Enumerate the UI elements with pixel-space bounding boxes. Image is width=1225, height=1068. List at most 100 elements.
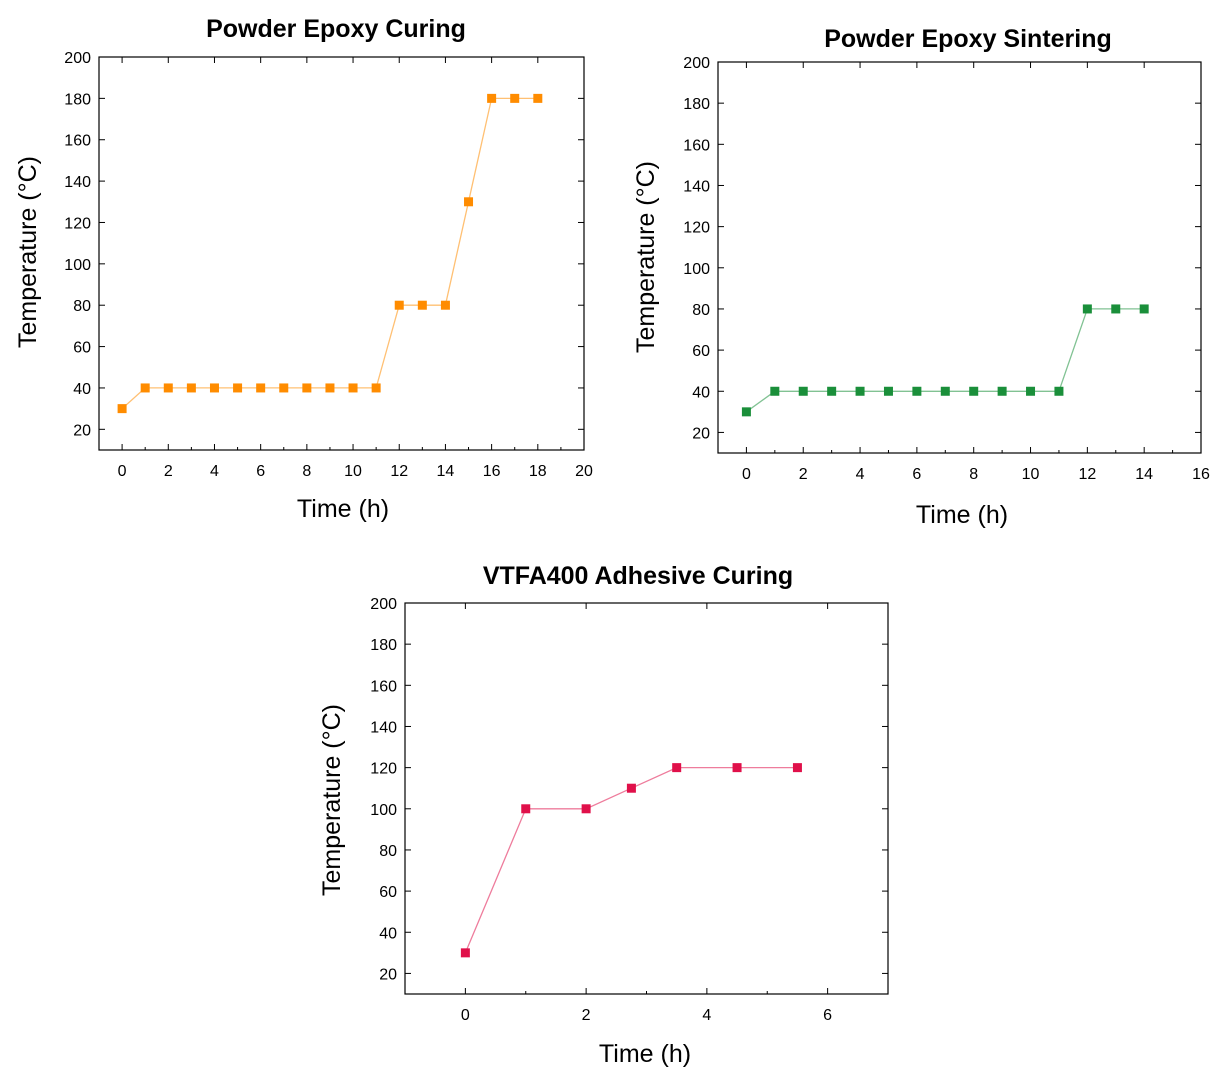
series-line: [121, 97, 538, 410]
y-tick-label: 60: [73, 340, 91, 357]
chart-title: Powder Epoxy Curing: [206, 15, 466, 43]
y-axis-label: Temperature (°C): [318, 704, 346, 896]
chart-powder-epoxy-sintering: Powder Epoxy Sintering Time (h) Temperat…: [632, 25, 1210, 529]
x-tick-label: 6: [256, 463, 265, 480]
data-point: [371, 383, 381, 393]
data-point: [348, 383, 358, 393]
y-tick-label: 20: [379, 966, 397, 983]
data-point: [256, 383, 266, 393]
x-tick-label: 20: [575, 463, 593, 480]
data-point: [460, 948, 470, 958]
x-tick-label: 14: [437, 463, 455, 480]
y-tick-label: 100: [370, 802, 397, 819]
x-tick-label: 12: [1078, 466, 1096, 483]
data-point: [1054, 386, 1064, 396]
y-tick-label: 80: [73, 298, 91, 315]
data-point: [117, 404, 127, 414]
x-tick-label: 10: [344, 463, 362, 480]
plot-frame: [717, 61, 1202, 454]
data-point: [464, 197, 474, 207]
x-tick-label: 4: [702, 1007, 711, 1024]
data-point: [1082, 304, 1092, 314]
data-point: [440, 300, 450, 310]
chart-title: VTFA400 Adhesive Curing: [483, 562, 793, 590]
data-point: [626, 783, 636, 793]
plot-frame: [98, 56, 585, 451]
y-tick-label: 80: [692, 302, 710, 319]
x-tick-label: 2: [582, 1007, 591, 1024]
data-point: [732, 763, 742, 773]
y-axis-label: Temperature (°C): [632, 161, 660, 353]
x-tick-label: 2: [164, 463, 173, 480]
data-point: [1111, 304, 1121, 314]
x-axis-label: Time (h): [599, 1040, 691, 1068]
data-point: [521, 804, 531, 814]
chart-powder-epoxy-curing: Powder Epoxy Curing Time (h) Temperature…: [14, 15, 593, 523]
data-point: [912, 386, 922, 396]
x-tick-label: 4: [210, 463, 219, 480]
x-tick-label: 16: [1192, 466, 1210, 483]
y-tick-label: 200: [64, 50, 91, 67]
data-point: [798, 386, 808, 396]
x-axis-label: Time (h): [297, 495, 389, 523]
data-point: [855, 386, 865, 396]
data-point: [417, 300, 427, 310]
y-tick-label: 180: [683, 96, 710, 113]
x-tick-label: 0: [461, 1007, 470, 1024]
y-tick-label: 40: [73, 381, 91, 398]
y-tick-label: 80: [379, 843, 397, 860]
x-tick-label: 10: [1022, 466, 1040, 483]
x-tick-label: 14: [1135, 466, 1153, 483]
data-point: [940, 386, 950, 396]
data-point: [581, 804, 591, 814]
data-point: [533, 93, 543, 103]
y-tick-label: 100: [64, 257, 91, 274]
x-tick-label: 4: [856, 466, 865, 483]
y-tick-label: 140: [683, 178, 710, 195]
data-point: [186, 383, 196, 393]
y-tick-label: 180: [370, 637, 397, 654]
chart-title: Powder Epoxy Sintering: [824, 25, 1112, 53]
data-point: [510, 93, 520, 103]
y-tick-label: 160: [64, 133, 91, 150]
data-point: [302, 383, 312, 393]
data-point: [1139, 304, 1149, 314]
y-tick-label: 40: [379, 925, 397, 942]
data-point: [770, 386, 780, 396]
y-tick-label: 160: [370, 678, 397, 695]
y-tick-label: 160: [683, 137, 710, 154]
data-point: [827, 386, 837, 396]
plot-frame: [404, 602, 889, 995]
data-point: [163, 383, 173, 393]
x-tick-label: 16: [483, 463, 501, 480]
series-line: [746, 308, 1145, 413]
data-point: [792, 763, 802, 773]
y-tick-label: 40: [692, 384, 710, 401]
data-point: [969, 386, 979, 396]
y-tick-label: 180: [64, 91, 91, 108]
x-axis-label: Time (h): [916, 501, 1008, 529]
x-tick-label: 8: [969, 466, 978, 483]
data-point: [279, 383, 289, 393]
chart-vtfa400-adhesive-curing: VTFA400 Adhesive Curing Time (h) Tempera…: [318, 562, 889, 1068]
data-point: [997, 386, 1007, 396]
x-tick-label: 6: [823, 1007, 832, 1024]
y-tick-label: 200: [683, 55, 710, 72]
data-point: [140, 383, 150, 393]
y-tick-label: 140: [64, 174, 91, 191]
y-tick-label: 120: [683, 220, 710, 237]
y-tick-label: 200: [370, 596, 397, 613]
series-line: [464, 766, 798, 954]
x-tick-label: 0: [742, 466, 751, 483]
y-tick-label: 60: [379, 884, 397, 901]
data-point: [883, 386, 893, 396]
x-tick-label: 2: [799, 466, 808, 483]
y-tick-label: 20: [73, 422, 91, 439]
y-tick-label: 20: [692, 425, 710, 442]
y-tick-label: 60: [692, 343, 710, 360]
data-point: [487, 93, 497, 103]
data-point: [233, 383, 243, 393]
x-tick-label: 6: [912, 466, 921, 483]
data-point: [394, 300, 404, 310]
